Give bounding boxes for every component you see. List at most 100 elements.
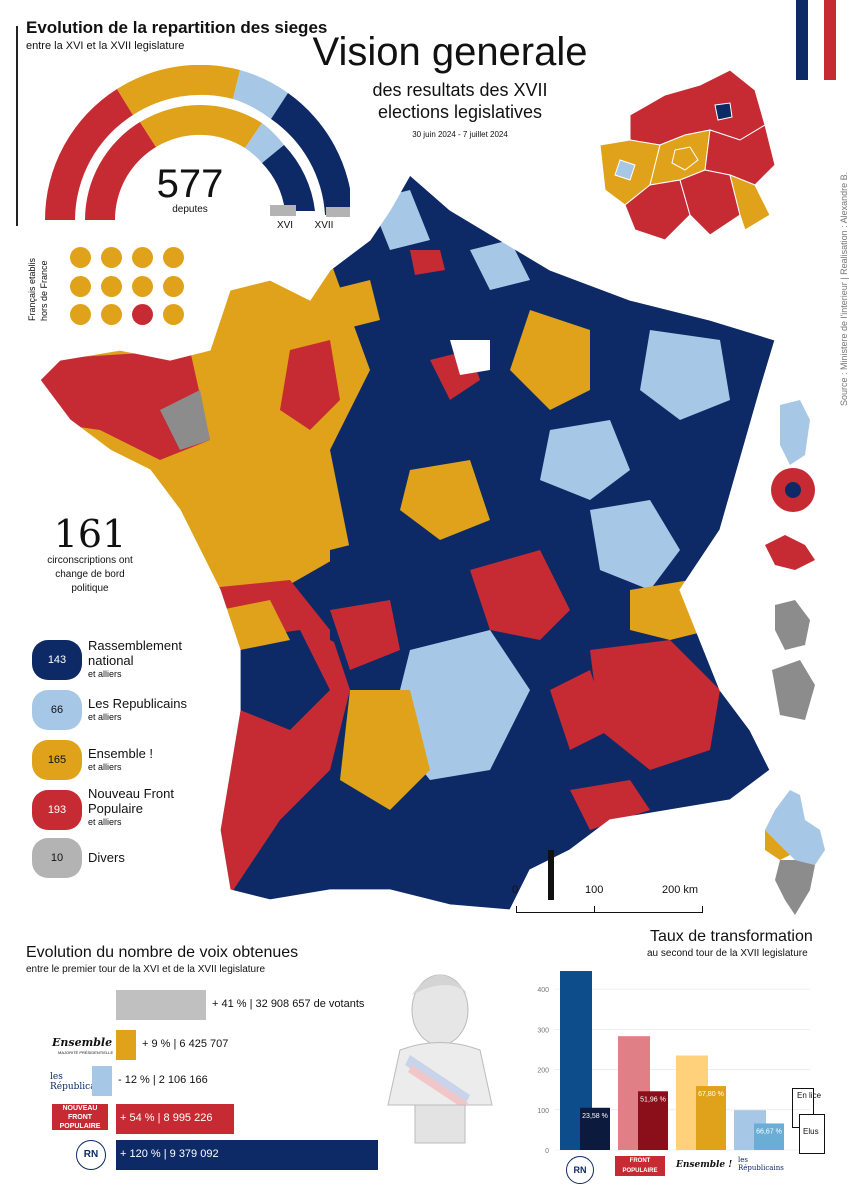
scale-zero: 0 [512,884,519,896]
scale-bar [516,906,703,913]
abroad-seat [132,276,153,297]
changes-caption-line: circonscriptions ont [47,555,133,566]
legend-allies: et alliers [88,669,122,679]
tchart-logo-ens: Ensemble ! [676,1160,733,1170]
transform-subtitle: au second tour de la XVII legislature [647,948,808,959]
votes-label-total: + 41 % | 32 908 657 de votants [212,998,365,1010]
bar-elus [696,1086,726,1150]
abroad-seat [163,247,184,268]
ensemble-logo: Ensemble ! [52,1036,121,1049]
legend-allies: et alliers [88,762,122,772]
bar-data-label: 51,96 % [640,1096,666,1103]
scale-mid: 100 [585,884,604,896]
abroad-seat [132,304,153,325]
scale-end: 200 km [662,884,699,896]
transform-chart: 0 100 200 300 400 23,58 % 51,96 % 67,80 % 66,67 … [537,971,810,1155]
abroad-seat [70,304,91,325]
legend-name: Ensemble ! [88,746,154,761]
legend-item-rn: 143 Rassemblement national et alliers [32,638,292,680]
legend-allies: et alliers [88,712,122,722]
legend-badge: 10 [32,838,82,878]
nfp-logo-name: FRONT POPULAIRE [59,1114,101,1130]
legend-name: national [88,653,134,668]
north-arrow-icon [548,850,554,900]
inner-seg-rn [262,145,315,211]
votes-bar-total [116,990,206,1020]
changes-caption-line: politique [71,583,109,594]
legend-badge: 143 [32,640,82,680]
abroad-seat [101,304,122,325]
page-subtitle-1: des resultats des XVII [372,80,548,100]
votes-bar-rn [116,1140,378,1170]
legend-badge: 66 [32,690,82,730]
nfp-logo: NOUVEAU FRONT POPULAIRE [52,1104,108,1130]
y-tick-label: 200 [537,1068,549,1075]
legend-item-div: 10 Divers [32,838,292,878]
votes-label-lr: - 12 % | 2 106 166 [118,1074,208,1086]
abroad-dots [70,247,190,327]
legend-allies: et alliers [88,817,122,827]
legend-name: Nouveau Front [88,786,174,801]
total-seats: 577 [156,162,224,206]
votes-label-rn: + 120 % | 9 379 092 [120,1148,219,1160]
total-seats-label: deputes [172,204,208,215]
hemicycle-label-xvii: XVII [314,220,334,231]
abroad-seat [101,276,122,297]
changes-caption: circonscriptions ont change de bord poli… [40,554,140,596]
legend-name: Populaire [88,801,143,816]
outer-seg-rn [271,93,350,215]
inner-seg-div [270,205,296,216]
bar-elus [580,1107,610,1150]
outer-seg-div [326,207,350,217]
scale-mid-tick [594,906,595,912]
y-tick-label: 400 [537,987,549,994]
hemicycle-bracket [16,26,18,226]
outer-seg-lr [233,70,288,119]
bar-data-label: 23,58 % [582,1113,608,1120]
abroad-seat [163,304,184,325]
ensemble-logo-sub: MAJORITÉ PRÉSIDENTIELLE [58,1050,114,1055]
corsica-inset [765,790,825,915]
page-subtitle-2: elections legislatives [377,102,543,122]
lr-logo: les Républicains [50,1072,109,1092]
hemicycle-title: Evolution de la repartition des sieges [26,18,328,37]
abroad-seat [70,276,91,297]
legend-name: Divers [88,850,125,865]
y-tick-label: 0 [545,1148,549,1155]
french-flag [796,0,836,80]
legend-elected-label: Elus [803,1127,819,1136]
tchart-logo-lr: les Républicains [738,1156,784,1172]
source-credit: Source : Ministere de l'interieur | Real… [839,171,849,406]
legend-box-elected [799,1114,825,1154]
hemicycle-subtitle: entre la XVI et la XVII legislature [26,40,185,52]
bar-elus [638,1091,668,1150]
election-dates: 30 juin 2024 - 7 juillet 2024 [412,130,508,139]
overseas-territories [765,400,815,720]
rn-logo: RN [76,1140,106,1170]
tchart-logo-nfp: FRONT POPULAIRE [615,1156,665,1176]
legend-name: Les Republicains [88,696,188,711]
abroad-seat [70,247,91,268]
votes-bar-nfp [116,1104,234,1134]
inner-seg-ens [140,104,262,148]
france-map [39,174,776,910]
outer-seg-nfp [44,89,133,220]
votes-subtitle: entre le premier tour de la XVI et de la… [26,964,266,975]
votes-bar-ens [116,1030,136,1060]
bar-data-label: 67,80 % [698,1091,724,1098]
legend-in-label: En lice [797,1091,822,1100]
votes-label-ens: + 9 % | 6 425 707 [142,1038,229,1050]
y-tick-label: 300 [537,1027,549,1034]
legend-name: Rassemblement [88,638,182,653]
votes-bar-lr [92,1066,112,1096]
legend-item-nfp: 193 Nouveau Front Populaire et alliers [32,786,292,830]
legend-item-ens: 165 Ensemble ! et alliers [32,740,292,780]
bar-elus [754,1123,784,1150]
legend-badge: 193 [32,790,82,830]
votes-title: Evolution du nombre de voix obtenues [26,944,299,961]
abroad-seat [132,247,153,268]
changes-count: 161 [53,512,127,556]
marianne-bust-icon [387,974,493,1144]
inner-seg-nfp [85,122,156,220]
nfp-logo-sub: NOUVEAU [62,1105,98,1112]
